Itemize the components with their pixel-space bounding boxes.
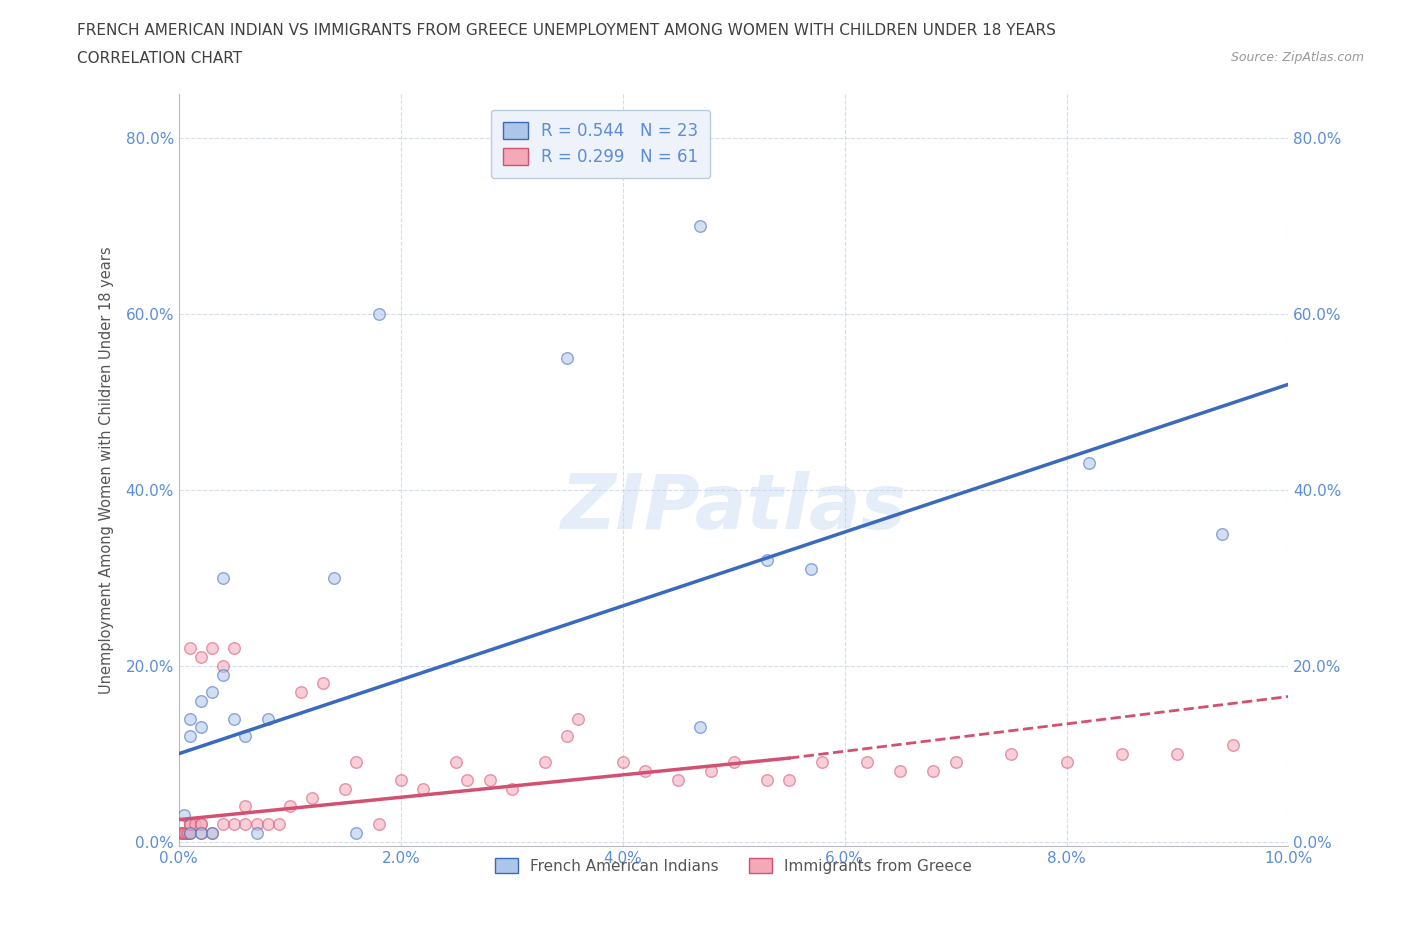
Point [1166, 746, 1188, 761]
Point [179, 817, 201, 831]
Point [344, 826, 367, 841]
Point [922, 764, 945, 778]
Point [412, 781, 434, 796]
Point [170, 826, 193, 841]
Point [224, 817, 246, 831]
Point [174, 826, 197, 841]
Point [190, 826, 212, 841]
Point [755, 552, 778, 567]
Point [179, 826, 201, 841]
Point [335, 781, 357, 796]
Point [245, 817, 267, 831]
Point [179, 817, 201, 831]
Point [800, 562, 823, 577]
Point [179, 826, 201, 841]
Point [1211, 526, 1233, 541]
Point [1000, 746, 1022, 761]
Point [173, 808, 195, 823]
Point [179, 711, 201, 726]
Point [1056, 755, 1078, 770]
Point [1111, 746, 1133, 761]
Point [201, 684, 224, 699]
Point [256, 711, 278, 726]
Point [201, 826, 224, 841]
Point [184, 817, 207, 831]
Point [179, 641, 201, 656]
Point [945, 755, 967, 770]
Point [700, 764, 723, 778]
Point [190, 694, 212, 709]
Point [224, 641, 246, 656]
Point [755, 773, 778, 788]
Point [312, 676, 335, 691]
Point [534, 755, 557, 770]
Point [301, 790, 323, 805]
Point [1077, 456, 1099, 471]
Point [235, 799, 257, 814]
Point [235, 729, 257, 744]
Point [456, 773, 478, 788]
Point [811, 755, 834, 770]
Point [173, 826, 195, 841]
Point [689, 219, 711, 233]
Point [778, 773, 800, 788]
Text: ZIPatlas: ZIPatlas [561, 471, 907, 545]
Point [367, 817, 389, 831]
Point [367, 307, 389, 322]
Point [689, 720, 711, 735]
Point [177, 826, 200, 841]
Point [224, 711, 246, 726]
Point [634, 764, 657, 778]
Point [201, 826, 224, 841]
Point [267, 817, 290, 831]
Point [190, 817, 212, 831]
Point [444, 755, 467, 770]
Point [179, 729, 201, 744]
Point [245, 826, 267, 841]
Point [190, 826, 212, 841]
Y-axis label: Unemployment Among Women with Children Under 18 years: Unemployment Among Women with Children U… [100, 246, 114, 694]
Point [212, 658, 235, 673]
Point [190, 817, 212, 831]
Legend: French American Indians, Immigrants from Greece: French American Indians, Immigrants from… [489, 852, 979, 880]
Point [176, 826, 198, 841]
Point [555, 729, 578, 744]
Point [567, 711, 589, 726]
Point [1222, 737, 1244, 752]
Point [323, 570, 346, 585]
Text: CORRELATION CHART: CORRELATION CHART [77, 51, 242, 66]
Point [555, 351, 578, 365]
Point [889, 764, 911, 778]
Text: Source: ZipAtlas.com: Source: ZipAtlas.com [1230, 51, 1364, 64]
Point [201, 641, 224, 656]
Point [190, 720, 212, 735]
Point [478, 773, 501, 788]
Point [278, 799, 301, 814]
Point [179, 817, 201, 831]
Point [212, 817, 235, 831]
Point [212, 570, 235, 585]
Point [389, 773, 412, 788]
Point [723, 755, 745, 770]
Point [172, 826, 194, 841]
Point [290, 684, 312, 699]
Point [256, 817, 278, 831]
Point [190, 649, 212, 664]
Point [172, 826, 194, 841]
Text: FRENCH AMERICAN INDIAN VS IMMIGRANTS FROM GREECE UNEMPLOYMENT AMONG WOMEN WITH C: FRENCH AMERICAN INDIAN VS IMMIGRANTS FRO… [77, 23, 1056, 38]
Point [235, 817, 257, 831]
Point [501, 781, 523, 796]
Point [855, 755, 877, 770]
Point [344, 755, 367, 770]
Point [212, 667, 235, 682]
Point [666, 773, 689, 788]
Point [612, 755, 634, 770]
